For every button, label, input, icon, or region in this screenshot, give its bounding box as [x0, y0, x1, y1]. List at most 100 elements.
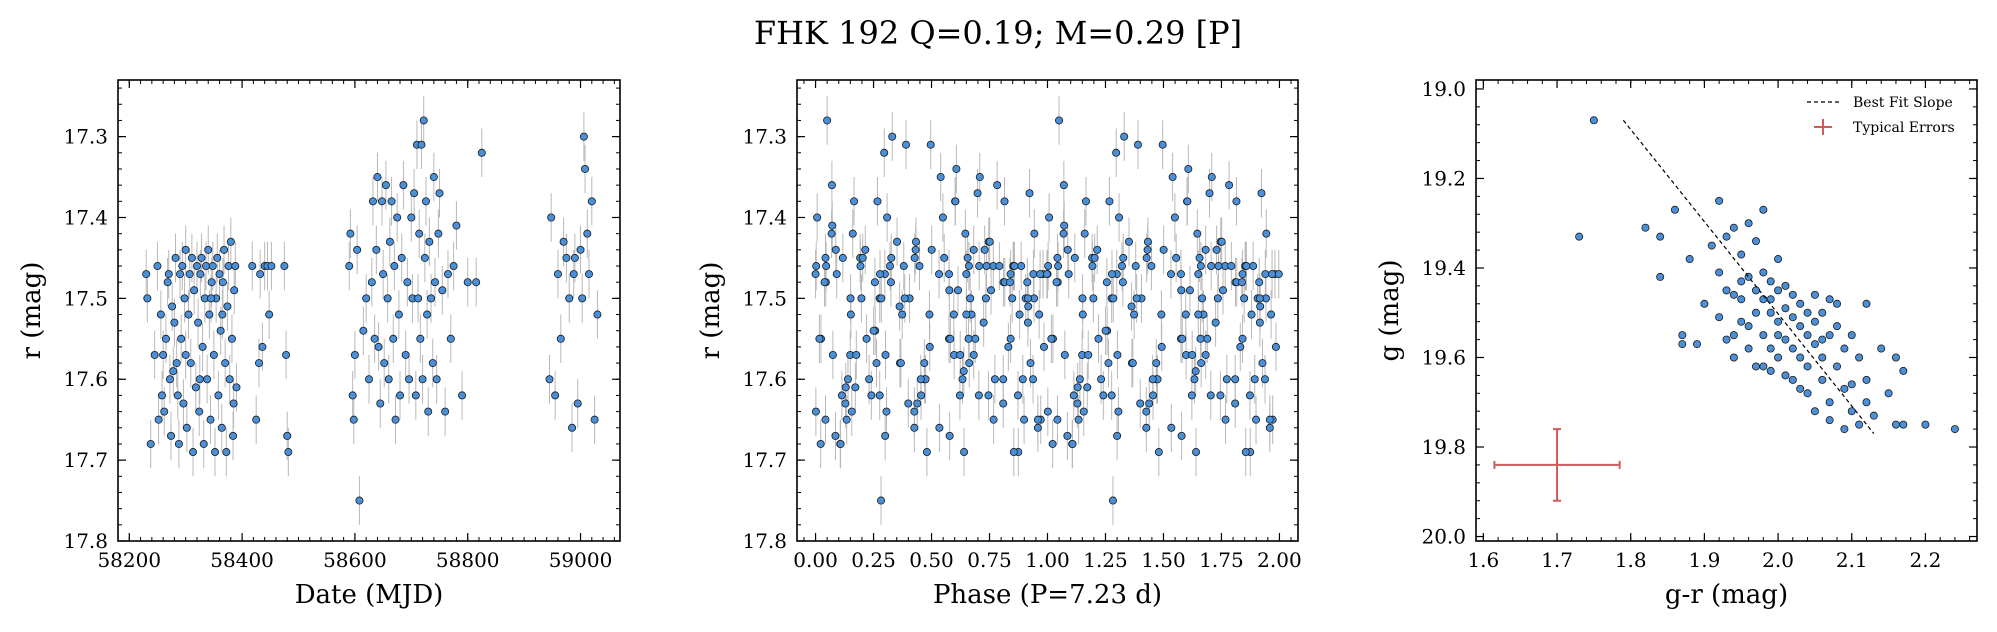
y-tick-label: 17.5 [742, 286, 787, 310]
data-point [434, 229, 443, 238]
data-point [1187, 391, 1196, 400]
data-point [1255, 318, 1264, 327]
data-point [969, 245, 978, 254]
data-point [1124, 237, 1133, 246]
data-point [836, 439, 845, 448]
data-point [828, 350, 837, 359]
data-point [217, 423, 226, 432]
data-point [1722, 286, 1731, 295]
data-point [1120, 132, 1129, 141]
data-point [1074, 415, 1083, 424]
x-tick-label: 2.0 [1762, 548, 1794, 572]
data-point [1803, 362, 1812, 371]
data-point [813, 213, 822, 222]
data-point [176, 270, 185, 279]
typical-error-marker [1493, 428, 1621, 502]
data-point [146, 439, 155, 448]
data-point [1157, 310, 1166, 319]
data-point [821, 415, 830, 424]
data-point [902, 140, 911, 149]
data-point [1242, 262, 1251, 271]
data-point [925, 310, 934, 319]
data-point [1020, 415, 1029, 424]
y-axis-label: r (mag) [696, 262, 726, 360]
data-point [207, 294, 216, 303]
data-point [1766, 277, 1775, 286]
data-point [1113, 431, 1122, 440]
data-point [187, 253, 196, 262]
data-point [1221, 415, 1230, 424]
data-point [1241, 448, 1250, 457]
data-point [1207, 262, 1216, 271]
data-point [812, 262, 821, 271]
data-point [1262, 229, 1271, 238]
data-point [255, 359, 264, 368]
data-point [1825, 416, 1834, 425]
data-point [370, 334, 379, 343]
data-point [1170, 213, 1179, 222]
data-point [910, 253, 919, 262]
data-point [1006, 334, 1015, 343]
data-point [1810, 340, 1819, 349]
data-point [965, 359, 974, 368]
data-point [1059, 229, 1068, 238]
data-point [1063, 431, 1072, 440]
data-point [1950, 425, 1959, 434]
data-point [1788, 344, 1797, 353]
data-point [1268, 270, 1277, 279]
data-point [920, 359, 929, 368]
data-point [952, 164, 961, 173]
data-point [1575, 232, 1584, 241]
data-point [935, 270, 944, 279]
legend-fit-label: Best Fit Slope [1853, 95, 1953, 111]
data-point [1247, 310, 1256, 319]
data-point [163, 278, 172, 287]
data-point [171, 253, 180, 262]
data-point [581, 164, 590, 173]
data-point [373, 173, 382, 182]
data-point [562, 253, 571, 262]
data-point [1744, 344, 1753, 353]
data-point [282, 350, 291, 359]
data-point [230, 286, 239, 295]
data-point [203, 375, 212, 384]
data-point [438, 286, 447, 295]
data-point [1118, 278, 1127, 287]
data-point [822, 262, 831, 271]
data-point [1818, 353, 1827, 362]
y-tick-label: 17.3 [63, 125, 108, 149]
data-point [848, 229, 857, 238]
data-point [587, 197, 596, 206]
data-point [179, 399, 188, 408]
y-axis-label: g (mag) [1375, 260, 1405, 362]
x-tick-label: 58200 [97, 548, 161, 572]
data-point [971, 334, 980, 343]
data-point [1043, 407, 1052, 416]
data-point [1255, 294, 1264, 303]
data-point [815, 334, 824, 343]
data-point [1102, 278, 1111, 287]
data-point [584, 270, 593, 279]
data-point [1039, 342, 1048, 351]
data-point [545, 375, 554, 384]
data-point [1774, 255, 1783, 264]
data-point [1177, 286, 1186, 295]
data-point [225, 375, 234, 384]
x-tick-label: 0.75 [967, 548, 1012, 572]
data-point [1265, 423, 1274, 432]
data-point [831, 431, 840, 440]
data-point [229, 399, 238, 408]
data-point [1818, 335, 1827, 344]
data-point [583, 229, 592, 238]
data-point [1847, 407, 1856, 416]
data-point [1010, 262, 1019, 271]
data-point [1751, 308, 1760, 317]
data-point [424, 407, 433, 416]
data-point [472, 278, 481, 287]
data-point [1678, 331, 1687, 340]
data-point [1000, 197, 1009, 206]
data-point [1759, 331, 1768, 340]
data-point [1737, 295, 1746, 304]
x-tick-label: 2.1 [1836, 548, 1868, 572]
data-point [441, 407, 450, 416]
